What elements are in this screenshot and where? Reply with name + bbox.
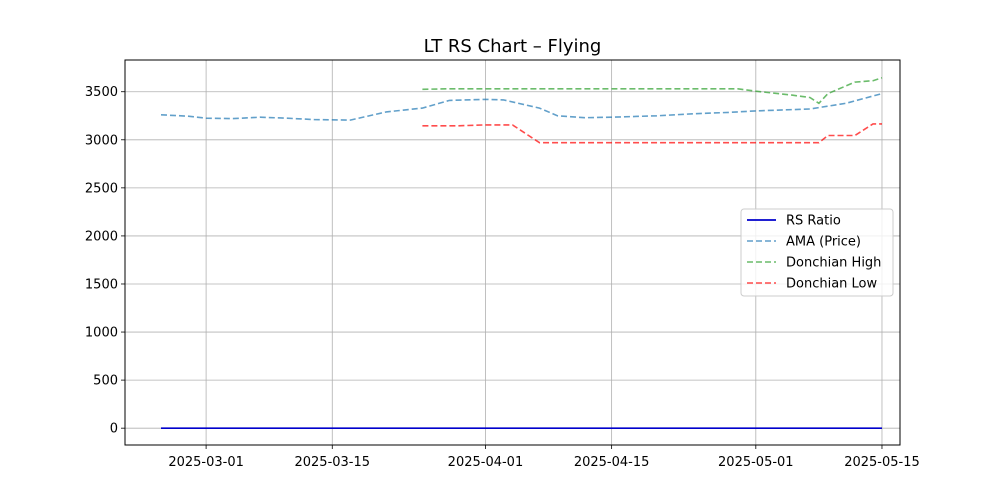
x-tick-label: 2025-05-01	[718, 455, 794, 470]
x-tick-label: 2025-03-01	[168, 455, 244, 470]
axis-ticks: 2025-03-01 2025-03-15 2025-04-01 2025-04-15…	[85, 85, 920, 470]
legend-label: Donchian Low	[786, 277, 878, 292]
y-tick-label: 1500	[85, 277, 118, 292]
legend-label: Donchian High	[786, 256, 881, 271]
y-tick-label: 500	[93, 374, 118, 389]
y-tick-label: 0	[110, 422, 118, 437]
series-line-donchian-low	[422, 123, 882, 144]
x-tick-label: 2025-04-15	[574, 455, 650, 470]
y-tick-label: 3000	[85, 133, 118, 148]
y-tick-label: 2000	[85, 229, 118, 244]
y-tick-label: 3500	[85, 85, 118, 100]
legend-box	[740, 208, 894, 297]
series-line-ama-price	[160, 92, 883, 121]
x-tick-label: 2025-03-15	[294, 455, 370, 470]
legend-label: RS Ratio	[786, 214, 841, 229]
y-tick-label: 1000	[85, 326, 118, 341]
y-tick-label: 2500	[85, 181, 118, 196]
x-tick-label: 2025-05-15	[844, 455, 920, 470]
x-tick-label: 2025-04-01	[448, 455, 524, 470]
series-line-donchian-high	[422, 77, 883, 105]
plot-frame	[124, 59, 901, 446]
legend: RS Ratio AMA (Price) Donchian High Donchian…	[740, 208, 894, 297]
chart-title: LT RS Chart – Flying	[424, 36, 602, 57]
series-lines	[160, 77, 883, 430]
legend-label: AMA (Price)	[786, 235, 861, 250]
